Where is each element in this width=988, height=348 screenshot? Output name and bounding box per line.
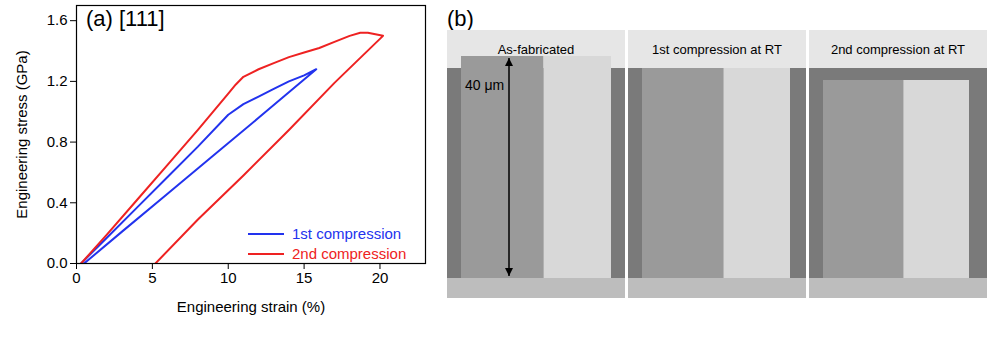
svg-text:0.4: 0.4: [47, 194, 68, 211]
svg-text:10: 10: [220, 269, 237, 286]
svg-text:0.0: 0.0: [47, 254, 68, 271]
svg-text:1.6: 1.6: [47, 11, 68, 28]
svg-text:5: 5: [148, 269, 156, 286]
html-text:(a) [111]: (a) [111]: [86, 6, 165, 31]
svg-text:0: 0: [72, 269, 80, 286]
svg-text:2nd compression at RT: 2nd compression at RT: [831, 42, 965, 57]
svg-text:(b): (b): [447, 6, 474, 31]
html-text:1st compression: 1st compression: [292, 225, 402, 242]
svg-text:20: 20: [372, 269, 389, 286]
svg-text:1st compression at RT: 1st compression at RT: [652, 42, 782, 57]
html-text:2nd compression: 2nd compression: [292, 245, 407, 262]
svg-text:0.8: 0.8: [47, 133, 68, 150]
svg-text:As-fabricated: As-fabricated: [498, 42, 575, 57]
svg-text:Engineering stress (GPa): Engineering stress (GPa): [13, 50, 30, 218]
svg-text:40 μm: 40 μm: [465, 77, 504, 93]
svg-text:1.2: 1.2: [47, 72, 68, 89]
svg-text:Engineering strain (%): Engineering strain (%): [177, 298, 325, 315]
svg-text:15: 15: [296, 269, 313, 286]
